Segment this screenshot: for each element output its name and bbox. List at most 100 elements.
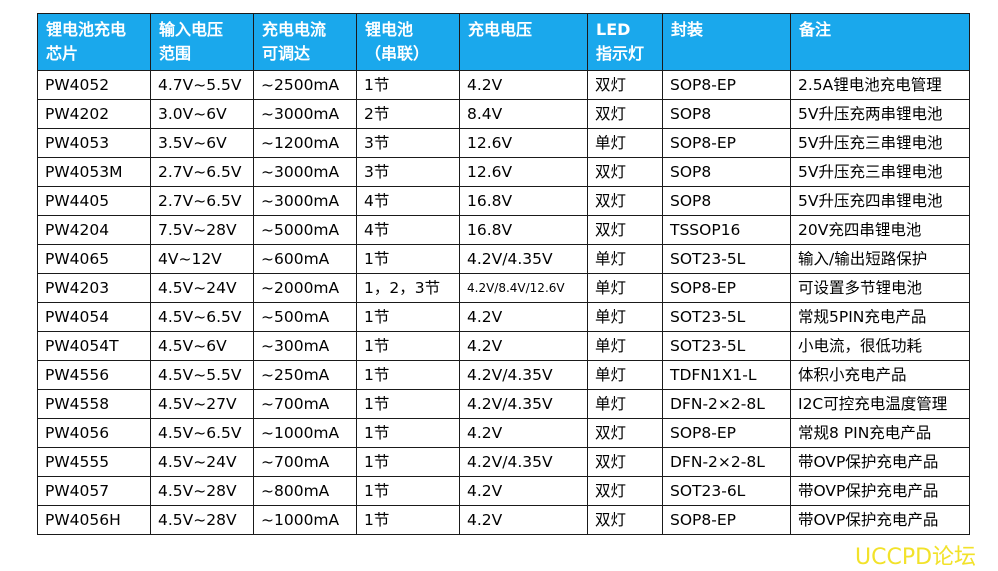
charge-current-cell: ~3000mA [253,186,357,216]
led-cell: 双灯 [587,157,663,187]
chip-cell: PW4056H [37,505,151,535]
table-body: PW4052 4.7V~5.5V ~2500mA 1节 4.2V 双灯 SOP8-EP 2.5… [37,70,970,535]
input-voltage-cell: 2.7V~6.5V [150,157,254,187]
charge-voltage-cell: 4.2V [459,331,588,361]
led-cell: 单灯 [587,128,663,158]
charge-voltage-cell: 16.8V [459,215,588,245]
watermark: UCCPD论坛 [855,545,977,570]
notes-cell: 带OVP保护充电产品 [790,447,970,477]
cells-cell: 1节 [356,360,460,390]
led-cell: 双灯 [587,476,663,506]
input-voltage-cell: 4.5V~6.5V [150,418,254,448]
charge-current-cell: ~250mA [253,360,357,390]
header-led-indicator: LED 指示灯 [587,13,663,71]
charge-current-cell: ~1000mA [253,418,357,448]
table-header-row: 锂电池充电 芯片 输入电压 范围 充电电流 可调达 锂电池 （串联） 充电电压 … [37,13,970,71]
charge-current-cell: ~3000mA [253,99,357,129]
table-row: PW4053 3.5V~6V ~1200mA 3节 12.6V 单灯 SOP8-EP 5V升压… [37,128,970,158]
input-voltage-cell: 4.5V~6V [150,331,254,361]
package-cell: TSSOP16 [662,215,791,245]
table-row: PW4056 4.5V~6.5V ~1000mA 1节 4.2V 双灯 SOP8-EP 常规8… [37,418,970,448]
input-voltage-cell: 4.5V~28V [150,476,254,506]
led-cell: 单灯 [587,331,663,361]
cells-cell: 1节 [356,447,460,477]
header-notes: 备注 [790,13,970,71]
charge-voltage-cell: 4.2V/4.35V [459,447,588,477]
table-row: PW4555 4.5V~24V ~700mA 1节 4.2V/4.35V 双灯 DFN-2×… [37,447,970,477]
table-row: PW4065 4V~12V ~600mA 1节 4.2V/4.35V 单灯 SOT23-5L… [37,244,970,274]
charge-voltage-cell: 4.2V [459,70,588,100]
package-cell: SOT23-6L [662,476,791,506]
notes-cell: 5V升压充三串锂电池 [790,128,970,158]
header-cells-series: 锂电池 （串联） [356,13,460,71]
charge-voltage-cell: 12.6V [459,128,588,158]
chip-cell: PW4054 [37,302,151,332]
package-cell: DFN-2×2-8L [662,389,791,419]
input-voltage-cell: 7.5V~28V [150,215,254,245]
chip-cell: PW4405 [37,186,151,216]
notes-cell: 带OVP保护充电产品 [790,476,970,506]
cells-cell: 3节 [356,128,460,158]
table-row: PW4202 3.0V~6V ~3000mA 2节 8.4V 双灯 SOP8 5V升压充两串锂… [37,99,970,129]
table-row: PW4405 2.7V~6.5V ~3000mA 4节 16.8V 双灯 SOP8 5V升压充… [37,186,970,216]
charge-voltage-cell: 4.2V [459,476,588,506]
charge-voltage-cell: 12.6V [459,157,588,187]
charge-voltage-cell: 16.8V [459,186,588,216]
input-voltage-cell: 4.5V~24V [150,273,254,303]
input-voltage-cell: 4.7V~5.5V [150,70,254,100]
notes-cell: 常规8 PIN充电产品 [790,418,970,448]
table-row: PW4052 4.7V~5.5V ~2500mA 1节 4.2V 双灯 SOP8-EP 2.5… [37,70,970,100]
table-row: PW4054T 4.5V~6V ~300mA 1节 4.2V 单灯 SOT23-5L 小电流，… [37,331,970,361]
notes-cell: 体积小充电产品 [790,360,970,390]
charge-current-cell: ~700mA [253,389,357,419]
charge-voltage-cell: 4.2V [459,418,588,448]
led-cell: 单灯 [587,302,663,332]
chip-cell: PW4053 [37,128,151,158]
led-cell: 双灯 [587,99,663,129]
chip-cell: PW4558 [37,389,151,419]
input-voltage-cell: 3.0V~6V [150,99,254,129]
chip-cell: PW4053M [37,157,151,187]
cells-cell: 1，2，3节 [356,273,460,303]
header-chip: 锂电池充电 芯片 [37,13,151,71]
cells-cell: 4节 [356,186,460,216]
led-cell: 双灯 [587,418,663,448]
led-cell: 单灯 [587,389,663,419]
table-row: PW4054 4.5V~6.5V ~500mA 1节 4.2V 单灯 SOT23-5L 常规5… [37,302,970,332]
chip-cell: PW4204 [37,215,151,245]
table-row: PW4203 4.5V~24V ~2000mA 1，2，3节 4.2V/8.4V/12.… [37,273,970,303]
package-cell: SOP8 [662,157,791,187]
led-cell: 单灯 [587,273,663,303]
chip-cell: PW4556 [37,360,151,390]
led-cell: 双灯 [587,505,663,535]
cells-cell: 1节 [356,505,460,535]
charge-current-cell: ~800mA [253,476,357,506]
charge-voltage-cell: 4.2V [459,505,588,535]
charge-current-cell: ~3000mA [253,157,357,187]
header-charge-current: 充电电流 可调达 [253,13,357,71]
charge-current-cell: ~300mA [253,331,357,361]
notes-cell: 带OVP保护充电产品 [790,505,970,535]
chip-cell: PW4202 [37,99,151,129]
chip-cell: PW4052 [37,70,151,100]
chip-cell: PW4057 [37,476,151,506]
chip-cell: PW4203 [37,273,151,303]
led-cell: 双灯 [587,215,663,245]
input-voltage-cell: 4.5V~27V [150,389,254,419]
cells-cell: 1节 [356,244,460,274]
charge-voltage-cell: 4.2V/4.35V [459,389,588,419]
charge-current-cell: ~1200mA [253,128,357,158]
package-cell: SOT23-5L [662,244,791,274]
cells-cell: 3节 [356,157,460,187]
header-charge-voltage: 充电电压 [459,13,588,71]
notes-cell: 常规5PIN充电产品 [790,302,970,332]
charge-current-cell: ~600mA [253,244,357,274]
chip-cell: PW4555 [37,447,151,477]
table-row: PW4558 4.5V~27V ~700mA 1节 4.2V/4.35V 单灯 DFN-2×… [37,389,970,419]
charge-current-cell: ~2000mA [253,273,357,303]
cells-cell: 1节 [356,389,460,419]
notes-cell: 20V充四串锂电池 [790,215,970,245]
input-voltage-cell: 3.5V~6V [150,128,254,158]
cells-cell: 1节 [356,418,460,448]
notes-cell: 小电流，很低功耗 [790,331,970,361]
